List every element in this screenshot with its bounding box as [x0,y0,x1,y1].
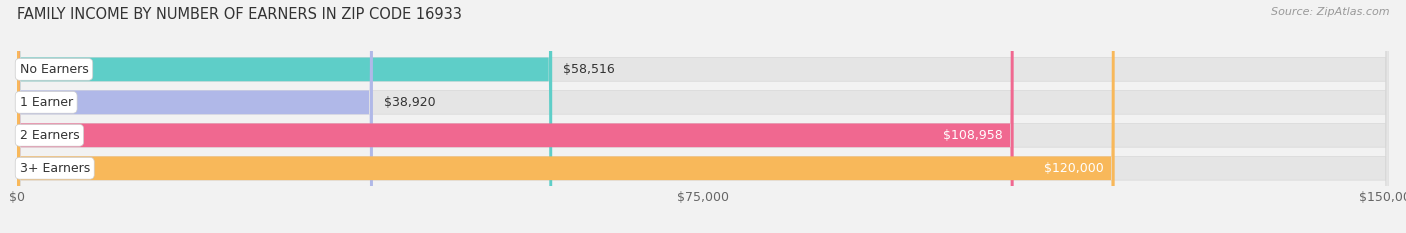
Text: No Earners: No Earners [20,63,89,76]
Text: 3+ Earners: 3+ Earners [20,162,90,175]
Text: Source: ZipAtlas.com: Source: ZipAtlas.com [1271,7,1389,17]
Text: $58,516: $58,516 [564,63,614,76]
FancyBboxPatch shape [17,0,553,233]
FancyBboxPatch shape [17,0,1389,233]
Text: $108,958: $108,958 [943,129,1002,142]
Text: 1 Earner: 1 Earner [20,96,73,109]
Text: 2 Earners: 2 Earners [20,129,79,142]
FancyBboxPatch shape [17,0,1014,233]
Text: $38,920: $38,920 [384,96,436,109]
Text: FAMILY INCOME BY NUMBER OF EARNERS IN ZIP CODE 16933: FAMILY INCOME BY NUMBER OF EARNERS IN ZI… [17,7,461,22]
FancyBboxPatch shape [17,0,1115,233]
FancyBboxPatch shape [17,0,373,233]
FancyBboxPatch shape [17,0,1389,233]
FancyBboxPatch shape [17,0,1389,233]
FancyBboxPatch shape [17,0,1389,233]
Text: $120,000: $120,000 [1043,162,1104,175]
